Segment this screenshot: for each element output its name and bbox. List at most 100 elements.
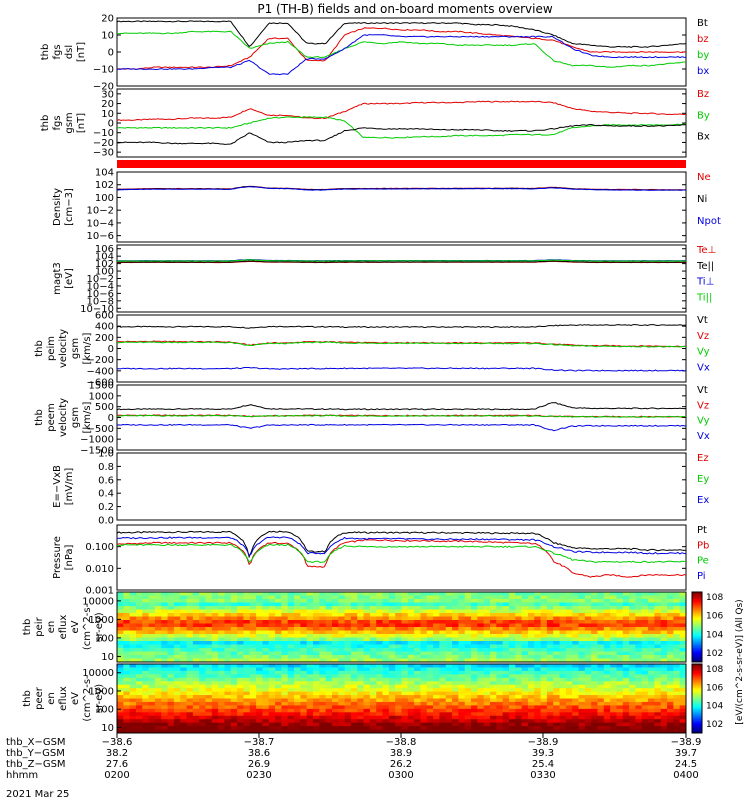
- spectro-cell: [192, 623, 200, 628]
- spectro-cell: [401, 620, 409, 624]
- colorbar-label: 106: [706, 683, 723, 693]
- spectro-cell: [553, 609, 561, 614]
- spectro-cell: [192, 726, 200, 731]
- spectro-cell: [224, 592, 232, 596]
- spectro-cell: [584, 726, 592, 731]
- spectro-cell: [357, 592, 365, 596]
- spectro-cell: [502, 623, 510, 628]
- spectro-cell: [325, 637, 333, 642]
- spectro-cell: [407, 708, 415, 713]
- spectro-cell: [312, 691, 320, 696]
- spectro-cell: [635, 715, 643, 720]
- colorbar-cell: [692, 696, 702, 699]
- spectro-cell: [515, 630, 523, 635]
- spectro-cell: [325, 684, 333, 689]
- spectro-cell: [180, 691, 188, 696]
- spectro-cell: [458, 602, 466, 607]
- spectro-cell: [300, 712, 308, 717]
- spectro-cell: [376, 674, 384, 679]
- spectro-cell: [635, 684, 643, 689]
- spectro-cell: [591, 729, 598, 734]
- y-axis-label-line: dsl: [64, 45, 75, 59]
- spectro-cell: [237, 726, 244, 731]
- spectro-cell: [275, 684, 282, 689]
- spectro-cell: [490, 667, 497, 672]
- spectro-cell: [641, 602, 649, 607]
- spectro-cell: [641, 637, 649, 642]
- spectro-cell: [673, 616, 681, 621]
- spectro-cell: [502, 641, 510, 645]
- spectro-cell: [458, 658, 466, 663]
- spectro-cell: [546, 681, 554, 686]
- spectro-cell: [433, 719, 440, 724]
- spectro-cell: [660, 691, 668, 696]
- spectro-cell: [281, 688, 289, 693]
- spectro-cell: [452, 606, 459, 610]
- spectro-cell: [218, 637, 225, 642]
- spectro-cell: [534, 729, 542, 734]
- spectro-cell: [218, 592, 225, 596]
- spectro-cell: [129, 681, 137, 686]
- spectro-cell: [591, 722, 598, 727]
- spectro-cell: [433, 691, 440, 696]
- spectro-cell: [572, 701, 580, 706]
- spectro-cell: [395, 613, 402, 617]
- spectro-cell: [452, 616, 459, 621]
- spectro-cell: [167, 705, 175, 710]
- spectro-cell: [426, 630, 434, 635]
- spectro-cell: [641, 695, 649, 699]
- y-axis-label-line: peim: [46, 336, 57, 361]
- spectro-cell: [388, 595, 396, 600]
- spectro-cell: [395, 698, 402, 703]
- spectro-cell: [199, 695, 207, 699]
- y-tick-label: 0: [108, 119, 114, 130]
- spectro-cell: [679, 606, 687, 610]
- spectro-cell: [667, 658, 674, 663]
- spectro-cell: [319, 670, 327, 675]
- spectro-cell: [584, 616, 592, 621]
- y-tick-label: 100: [95, 633, 114, 644]
- spectro-cell: [445, 684, 453, 689]
- spectro-cell: [344, 698, 352, 703]
- series-line-by: [116, 30, 686, 68]
- spectro-cell: [540, 599, 548, 603]
- spectro-cell: [616, 637, 624, 642]
- spectro-cell: [117, 722, 124, 727]
- spectro-cell: [173, 641, 181, 645]
- y-tick-label: 102: [95, 259, 114, 270]
- spectro-cell: [515, 637, 523, 642]
- spectro-cell: [616, 602, 624, 607]
- spectro-cell: [129, 623, 137, 628]
- spectro-cell: [230, 658, 238, 663]
- spectro-cell: [490, 655, 497, 659]
- spectro-cell: [312, 627, 320, 631]
- spectro-cell: [445, 637, 453, 642]
- spectro-cell: [458, 691, 466, 696]
- spectro-cell: [312, 595, 320, 600]
- spectro-cell: [167, 592, 175, 596]
- spectro-cell: [654, 729, 662, 734]
- spectro-cell: [508, 641, 516, 645]
- spectro-cell: [249, 637, 257, 642]
- spectro-cell: [363, 641, 371, 645]
- spectro-cell: [452, 729, 459, 734]
- spectro-cell: [521, 592, 529, 596]
- spectro-cell: [319, 664, 327, 668]
- spectro-cell: [249, 595, 257, 600]
- spectro-cell: [591, 634, 598, 638]
- spectro-cell: [553, 712, 561, 717]
- spectro-cell: [243, 684, 251, 689]
- spectro-cell: [445, 609, 453, 614]
- spectro-cell: [616, 644, 624, 649]
- spectro-cell: [331, 691, 339, 696]
- y-tick-label: 0: [108, 413, 114, 424]
- spectro-cell: [420, 664, 428, 668]
- spectro-cell: [584, 627, 592, 631]
- spectro-cell: [350, 595, 358, 600]
- spectro-cell: [635, 722, 643, 727]
- spectro-cell: [319, 729, 327, 734]
- colorbar-cell: [692, 648, 702, 651]
- spectro-cell: [635, 698, 643, 703]
- spectro-cell: [237, 655, 244, 659]
- spectro-cell: [186, 592, 194, 596]
